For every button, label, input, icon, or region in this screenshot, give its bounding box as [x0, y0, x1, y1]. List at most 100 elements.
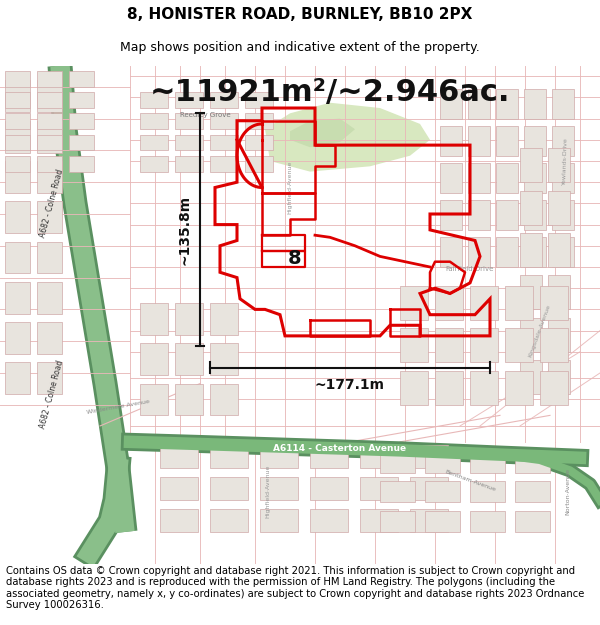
Text: Reedley Grove: Reedley Grove — [179, 112, 230, 119]
Bar — [425, 451, 460, 472]
Bar — [435, 286, 463, 320]
Text: Norton·Avenue: Norton·Avenue — [566, 468, 571, 515]
Bar — [548, 148, 570, 182]
Bar — [548, 318, 570, 352]
Bar — [175, 303, 203, 335]
Bar — [210, 384, 238, 416]
Bar — [425, 481, 460, 502]
Bar — [435, 329, 463, 362]
Bar — [470, 286, 498, 320]
Bar — [552, 163, 574, 192]
Bar — [210, 509, 248, 532]
Text: A6114 - Casterton Avenue: A6114 - Casterton Avenue — [274, 444, 407, 452]
Bar — [37, 161, 62, 192]
Bar — [175, 134, 203, 151]
Bar — [440, 126, 462, 156]
Bar — [520, 148, 542, 182]
Bar — [5, 241, 30, 273]
Bar — [140, 384, 168, 416]
Text: ~177.1m: ~177.1m — [315, 378, 385, 392]
Bar — [520, 318, 542, 352]
Bar — [468, 200, 490, 230]
Bar — [496, 238, 518, 267]
Bar — [310, 477, 348, 500]
Bar — [37, 156, 62, 172]
Bar — [140, 303, 168, 335]
Bar — [69, 156, 94, 172]
Bar — [400, 329, 428, 362]
Text: Windermere Avenue: Windermere Avenue — [86, 399, 150, 415]
Bar — [380, 481, 415, 502]
Bar — [245, 156, 273, 172]
Bar — [210, 343, 238, 375]
Bar — [210, 113, 238, 129]
Bar — [552, 200, 574, 230]
Text: ~11921m²/~2.946ac.: ~11921m²/~2.946ac. — [150, 78, 510, 107]
Bar — [260, 445, 298, 468]
Bar — [400, 286, 428, 320]
Bar — [160, 445, 198, 468]
Bar — [5, 113, 30, 129]
Bar — [505, 329, 533, 362]
Bar — [37, 113, 62, 129]
Bar — [470, 329, 498, 362]
Bar — [540, 329, 568, 362]
Bar — [520, 276, 542, 309]
Bar — [440, 163, 462, 192]
Bar — [540, 286, 568, 320]
Bar — [37, 282, 62, 314]
Bar — [524, 200, 546, 230]
Bar — [140, 134, 168, 151]
Bar — [210, 477, 248, 500]
Text: Yewlands·Drive: Yewlands·Drive — [562, 137, 568, 185]
Bar — [140, 113, 168, 129]
Bar — [69, 134, 94, 151]
Bar — [380, 451, 415, 472]
Bar — [548, 191, 570, 224]
Bar — [37, 201, 62, 233]
Bar — [310, 509, 348, 532]
Bar — [310, 445, 348, 468]
Bar — [440, 238, 462, 267]
Bar — [360, 509, 398, 532]
Bar — [5, 322, 30, 354]
Bar — [37, 241, 62, 273]
Bar — [440, 200, 462, 230]
Bar — [245, 92, 273, 108]
Bar — [524, 126, 546, 156]
Bar — [552, 89, 574, 119]
Bar — [5, 92, 30, 108]
Bar — [160, 509, 198, 532]
Bar — [496, 200, 518, 230]
Bar — [37, 81, 62, 112]
Bar — [515, 481, 550, 502]
Bar — [360, 445, 398, 468]
Bar — [540, 371, 568, 405]
Bar — [524, 89, 546, 119]
Bar — [410, 509, 448, 532]
Bar — [5, 121, 30, 152]
Bar — [400, 371, 428, 405]
Bar — [5, 134, 30, 151]
Text: Kingsdale·Avenue: Kingsdale·Avenue — [528, 303, 552, 358]
Bar — [524, 163, 546, 192]
Bar — [470, 451, 505, 472]
Bar — [5, 156, 30, 172]
Text: Highfield·Avenue: Highfield·Avenue — [287, 161, 293, 214]
Text: Bentham·Avenue: Bentham·Avenue — [444, 469, 496, 492]
Bar — [520, 360, 542, 394]
Bar — [175, 343, 203, 375]
Text: ~135.8m: ~135.8m — [178, 195, 192, 265]
Bar — [140, 92, 168, 108]
Bar — [37, 121, 62, 152]
Bar — [140, 156, 168, 172]
Text: 8, HONISTER ROAD, BURNLEY, BB10 2PX: 8, HONISTER ROAD, BURNLEY, BB10 2PX — [127, 7, 473, 22]
Bar — [552, 238, 574, 267]
Bar — [37, 92, 62, 108]
Bar — [245, 134, 273, 151]
Text: Map shows position and indicative extent of the property.: Map shows position and indicative extent… — [120, 41, 480, 54]
Bar — [5, 161, 30, 192]
Bar — [470, 511, 505, 532]
Bar — [496, 163, 518, 192]
Bar — [5, 282, 30, 314]
